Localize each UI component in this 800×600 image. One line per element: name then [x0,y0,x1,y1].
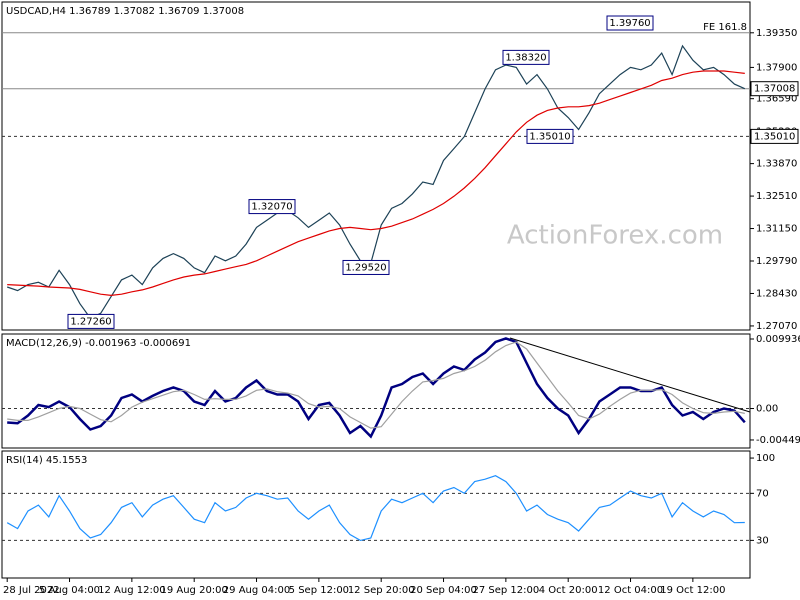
annotation-box [342,259,390,275]
annotation-box [502,49,550,65]
y-tick-label: 1.27070 [756,321,797,332]
annotation-label: 1.27260 [70,316,111,327]
y-tick-label: 1.32510 [756,191,797,202]
panel-title: USDCAD,H4 1.36789 1.37082 1.36709 1.3700… [6,6,244,17]
y-tick-label: 1.29790 [756,256,797,267]
x-tick-label: 12 Sep 20:00 [348,585,415,596]
annotation-box [248,199,296,215]
annotation-box [606,15,654,31]
y-tick-label: 0.009936 [756,334,800,345]
x-tick-label: 12 Oct 04:00 [598,585,663,596]
x-tick-label: 4 Oct 20:00 [539,585,598,596]
price-tag [750,128,799,144]
annotation-label: 1.29520 [345,262,386,273]
y-tick-label: 1.31150 [756,224,797,235]
annotation-label: 1.32070 [251,202,292,213]
y-tick-label: 30 [756,535,769,546]
x-tick-label: 19 Oct 12:00 [660,585,725,596]
series-line [6,475,745,542]
x-tick-label: 19 Aug 20:00 [160,585,227,596]
y-tick-label: 70 [756,488,769,499]
trend-line [509,337,751,413]
annotation-label: 1.38320 [505,52,546,63]
y-tick-label: 1.37900 [756,62,797,73]
annotation-label: 1.39760 [609,18,650,29]
watermark: ActionForex.com [507,221,723,251]
x-tick-label: 5 Sep 12:00 [289,585,349,596]
price-tag-label: 1.35010 [754,131,795,142]
y-tick-label: 1.28430 [756,288,797,299]
x-tick-label: 27 Sep 12:00 [472,585,539,596]
annotation-label: 1.35010 [529,131,570,142]
y-tick-label: 0.00 [756,404,778,415]
y-tick-label: 100 [756,453,775,464]
panel-frame [1,333,751,449]
series-line [7,341,745,429]
panel-frame [1,450,751,579]
y-tick-label: -0.004492 [756,435,800,446]
y-tick-label: 1.33870 [756,159,797,170]
x-tick-label: 28 Jul 2022 [3,585,60,596]
y-tick-label: 1.36590 [756,94,797,105]
annotation-box [67,313,115,329]
series-line [7,337,746,439]
x-tick-label: 29 Aug 04:00 [223,585,290,596]
y-tick-label: 1.39350 [756,28,797,39]
panel-title: RSI(14) 45.1553 [6,455,87,466]
annotation-box [526,128,574,144]
price-tag-label: 1.37008 [754,84,795,95]
panel-frame [1,1,751,331]
x-tick-label: 5 Aug 04:00 [39,585,100,596]
panel-title: MACD(12,26,9) -0.001963 -0.000691 [6,338,191,349]
price-tag [750,81,799,97]
series-line [7,70,745,297]
level-label: FE 161.8 [703,22,747,33]
x-tick-label: 20 Sep 04:00 [410,585,477,596]
x-tick-label: 12 Aug 12:00 [98,585,165,596]
series-line [7,44,746,319]
